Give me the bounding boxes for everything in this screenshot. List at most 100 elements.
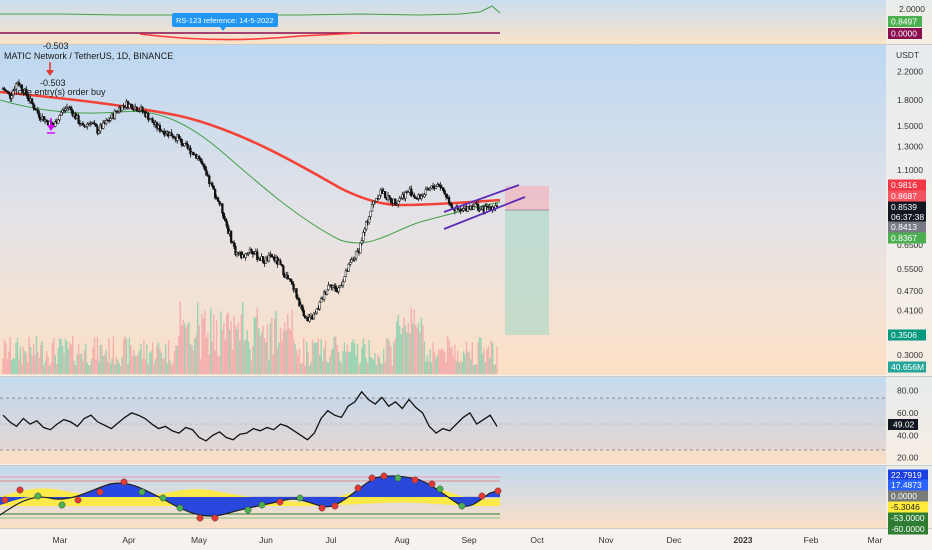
top-panel-bg [0,0,932,44]
osc-dot [380,472,388,480]
volume-bar [333,336,335,374]
candle-body [234,246,237,255]
volume-bar [393,342,395,374]
volume-bar [58,338,61,374]
volume-bar [253,317,256,374]
candle-body [431,185,435,188]
volume-bar [196,302,199,374]
arrow-head [47,125,55,131]
volume-bar [303,337,305,374]
volume-bar [345,351,347,374]
volume-bar [355,355,357,374]
volume-bar [250,360,253,374]
trend-channel-lower[interactable] [443,196,526,230]
volume-bar [215,319,218,374]
volume-bar [182,319,184,374]
price-tag: 06:37:38 [888,211,926,223]
volume-bar [156,345,158,374]
volume-bar [201,313,203,374]
candle-body [479,208,483,211]
time-axis[interactable]: Mar Apr May Jun Jul Aug Sep Oct Nov Dec 2023 Feb Mar [53,535,883,545]
volume-bar [410,308,412,374]
volume-bar [307,351,309,374]
price-axis[interactable]: 2.2000 1.8000 1.5000 1.3000 1.1000 0.6500 0.55… [897,66,923,360]
volume-bar [433,351,436,374]
osc-tag-box [888,469,928,481]
osc-dot [331,502,339,510]
candle-body [251,251,255,255]
candle-body [420,195,423,200]
price-tag-box [888,190,926,202]
candle-body [290,281,294,285]
price-tag-box [888,211,926,223]
volume-bar [324,340,327,374]
volume-bar [208,354,211,374]
volume-bar [157,342,160,374]
volume-bar [88,365,90,374]
candle-body [93,123,96,125]
candle-body [224,218,227,222]
volume-bar [202,318,205,374]
volume-bar [428,361,430,374]
volume-bar [228,330,231,374]
volume-bar [432,342,434,374]
osc-dot [58,501,66,509]
volume-bar [467,351,469,374]
volume-bar [172,362,174,374]
candle-body [261,256,265,263]
tooltip-reference[interactable]: RS-123 reference: 14-5-2022 [172,13,278,31]
trend-channel-upper[interactable] [443,184,520,213]
top-indicator-red-band [139,32,361,41]
volume-bar [371,358,373,374]
volume-bar [74,365,77,374]
volume-bar [147,363,149,374]
osc-tag: 22.7919 [888,469,928,481]
volume-bar [378,357,381,374]
candle-body [197,156,201,159]
annotation-value: -0.503 [40,78,66,88]
volume-bar [234,325,237,374]
price-tag-text: 0.3506 [891,330,917,340]
volume-bar [83,350,86,374]
candle-body [250,248,253,253]
volume-bar [256,307,258,374]
volume-bar [387,338,389,374]
volume-bar [186,324,189,374]
volume-bar [191,345,193,374]
trade-box-risk[interactable] [505,186,549,210]
volume-bar [441,348,443,374]
volume-bar [403,317,405,374]
volume-bar [165,344,167,374]
candle-body [147,113,150,120]
volume-bar [69,342,71,374]
time-tick-label: Jun [259,535,273,545]
osc-tag: 0.0000 [888,490,928,502]
volume-bar [385,337,388,374]
volume-bar [18,358,20,374]
volume-bar [188,321,190,374]
volume-bar [374,353,376,374]
volume-bar [22,346,25,374]
volume-bar [414,324,417,374]
volume-bar [398,325,401,374]
candle-body [245,253,249,255]
candle-body [244,253,247,258]
tooltip-box[interactable] [172,13,278,27]
volume-bar [361,347,363,374]
candle-body [325,289,329,295]
volume-bar [282,329,285,374]
candle-body [394,198,397,206]
candle-body [434,186,438,189]
volume-bar [231,349,234,374]
volume-bar [92,347,94,374]
volume-bar [15,342,17,374]
volume-bar [11,360,13,374]
price-tag: 0.8539 [888,201,926,213]
trade-box-reward[interactable] [505,210,549,335]
volume-bar [382,348,385,374]
candlestick-series[interactable] [1,79,499,323]
candle-body [362,232,365,241]
candle-body [397,200,400,205]
candle-body [398,198,401,202]
